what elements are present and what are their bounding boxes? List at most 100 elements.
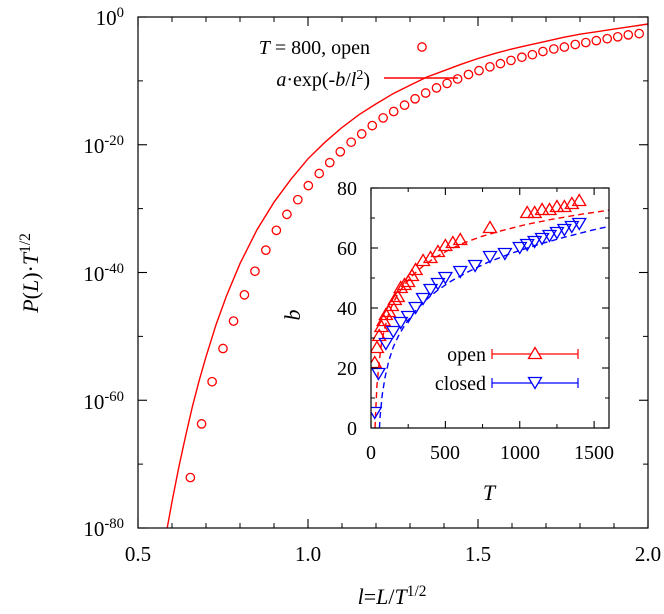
inset-tick-marks — [370, 187, 609, 429]
legend-label-open: open — [447, 344, 486, 366]
inset-legend: open closed — [435, 344, 579, 395]
legend-symbol-closed — [491, 376, 579, 390]
inset-point-closed — [467, 259, 483, 273]
main-y-tick-label: 10-60 — [83, 389, 124, 414]
main-data-point — [303, 180, 314, 191]
main-data-point — [378, 113, 388, 123]
main-data-point — [388, 106, 399, 117]
inset-y-axis-title: b — [280, 310, 305, 321]
main-data-point — [623, 30, 634, 40]
inset-point-open — [549, 199, 565, 213]
main-data-point — [485, 61, 495, 72]
main-x-tick-label: 1.5 — [465, 542, 491, 566]
inset-point-closed — [378, 337, 394, 351]
main-data-point — [260, 245, 271, 255]
main-data-point — [314, 168, 325, 179]
main-data-point — [196, 419, 207, 429]
inset-point-open — [371, 340, 385, 354]
inset-point-open — [519, 205, 535, 219]
inset-plot: 0 500 1000 1500 0 20 40 60 80 T b open c… — [280, 178, 614, 505]
main-fit-curve-layer — [166, 23, 648, 528]
inset-fit-open — [374, 209, 609, 428]
inset-point-open — [482, 220, 498, 234]
main-data-point — [324, 157, 335, 168]
main-data-point — [591, 35, 602, 46]
inset-point-open — [387, 292, 403, 306]
inset-point-closed — [497, 247, 513, 261]
main-data-point — [420, 88, 431, 98]
main-data-point — [527, 49, 538, 60]
main-data-point — [431, 83, 442, 93]
main-x-axis-title: l=L/T1/2 — [358, 583, 427, 610]
main-data-point — [559, 42, 570, 52]
inset-point-open — [556, 199, 573, 213]
main-y-tick-label: 10-40 — [83, 261, 124, 286]
inset-y-tick-label: 0 — [347, 418, 357, 440]
legend-label-closed: closed — [435, 373, 486, 395]
inset-point-closed — [571, 217, 587, 231]
inset-point-open — [534, 202, 550, 216]
inset-point-closed — [437, 271, 454, 285]
inset-point-open — [571, 193, 587, 207]
main-legend: T = 800, open a·exp(-b/l2) — [259, 37, 458, 91]
main-x-tick-label: 1.0 — [295, 542, 321, 566]
inset-x-axis-title: T — [483, 480, 497, 505]
main-fit-curve — [166, 23, 648, 528]
main-x-tick-label: 2.0 — [635, 542, 661, 566]
main-data-point — [271, 225, 282, 236]
inset-point-open — [407, 262, 424, 276]
inset-point-closed — [400, 310, 416, 324]
inset-y-tick-label: 80 — [337, 178, 357, 200]
main-data-point — [399, 100, 410, 110]
main-plot: 0.5 1.0 1.5 2.0 100 10-20 10-40 10-60 10… — [17, 5, 662, 609]
main-data-point — [292, 194, 303, 205]
inset-y-tick-label: 60 — [337, 238, 357, 260]
inset-point-open — [415, 253, 431, 267]
main-data-point — [517, 52, 527, 63]
main-data-point — [410, 93, 420, 104]
inset-x-tick-label: 1500 — [574, 442, 614, 464]
inset-x-tick-label: 1000 — [500, 442, 540, 464]
inset-x-tick-label: 0 — [366, 442, 376, 464]
inset-point-open — [445, 235, 461, 249]
main-data-point — [207, 376, 217, 387]
main-y-tick-label: 10-80 — [83, 516, 124, 541]
inset-point-open — [541, 202, 558, 216]
inset-point-open — [564, 196, 580, 210]
main-data-point — [346, 137, 357, 148]
legend-label-fit: a·exp(-b/l2) — [276, 68, 370, 92]
inset-point-closed — [564, 220, 580, 234]
main-data-point — [538, 46, 548, 57]
main-data-point — [282, 209, 292, 220]
inset-point-closed — [422, 283, 439, 297]
main-data-point — [474, 65, 484, 76]
main-data-point — [548, 44, 559, 54]
inset-point-open — [437, 238, 454, 252]
legend-symbol-circle — [417, 42, 427, 52]
main-data-point — [335, 146, 346, 157]
main-data-point — [495, 58, 506, 69]
main-data-point — [218, 343, 228, 354]
main-data-point — [367, 120, 378, 131]
main-data-point — [452, 74, 463, 84]
legend-symbol-open — [491, 346, 579, 360]
inset-y-tick-label: 20 — [337, 358, 357, 380]
inset-point-closed — [541, 229, 558, 243]
inset-point-open — [396, 277, 413, 291]
main-y-tick-label: 100 — [96, 5, 124, 30]
main-data-point — [228, 316, 239, 326]
main-data-point — [634, 28, 645, 39]
inset-point-open — [526, 205, 543, 219]
inset-point-open — [378, 307, 394, 321]
inset-point-closed — [385, 325, 401, 339]
inset-point-closed — [415, 292, 431, 306]
inset-point-open — [452, 232, 468, 246]
inset-point-closed — [556, 223, 573, 237]
inset-data-points — [371, 193, 587, 420]
main-data-point — [580, 37, 591, 48]
inset-point-open — [390, 289, 406, 303]
inset-point-closed — [452, 265, 468, 279]
main-data-point — [570, 39, 581, 50]
inset-point-closed — [482, 250, 498, 264]
